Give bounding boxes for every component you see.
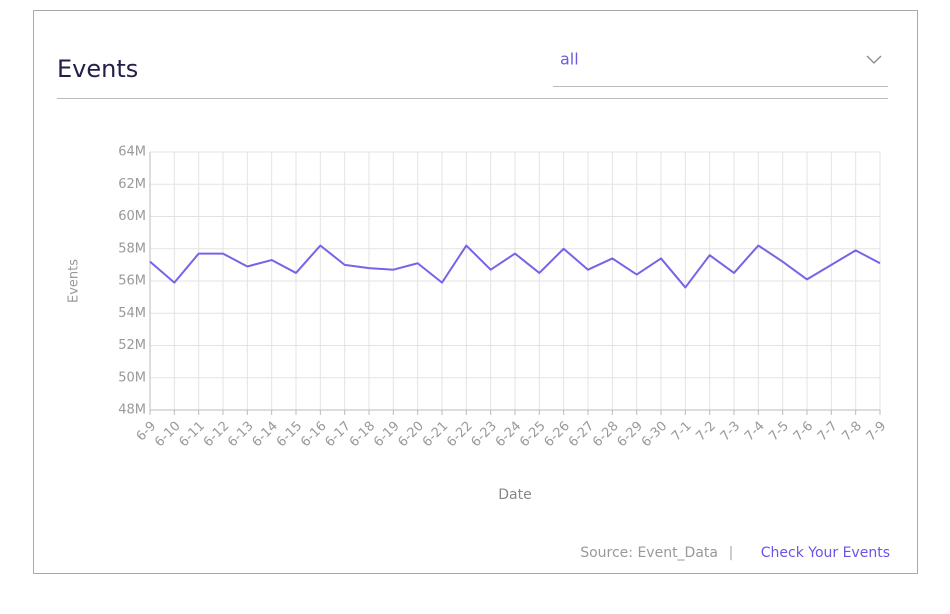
y-tick-label: 54M bbox=[118, 306, 146, 321]
card-title: Events bbox=[57, 55, 138, 83]
y-tick-label: 52M bbox=[118, 338, 146, 353]
source-note: Source: Event_Data bbox=[580, 545, 718, 561]
card bbox=[33, 10, 918, 574]
y-tick-label: 48M bbox=[118, 403, 146, 418]
y-tick-label: 56M bbox=[118, 274, 146, 289]
dropdown-value[interactable]: all bbox=[560, 50, 579, 69]
y-tick-label: 58M bbox=[118, 241, 146, 256]
x-axis-label: Date bbox=[498, 487, 531, 503]
y-tick-label: 64M bbox=[118, 145, 146, 160]
check-events-link[interactable]: Check Your Events bbox=[761, 545, 890, 561]
line-series bbox=[149, 244, 881, 289]
y-tick-label: 60M bbox=[118, 209, 146, 224]
separator: | bbox=[729, 545, 734, 561]
y-tick-label: 62M bbox=[118, 177, 146, 192]
y-tick-label: 50M bbox=[118, 370, 146, 385]
y-axis-label: Events bbox=[67, 259, 82, 303]
filter-dropdown[interactable]: all bbox=[553, 50, 888, 87]
chevron[interactable] bbox=[866, 55, 882, 64]
